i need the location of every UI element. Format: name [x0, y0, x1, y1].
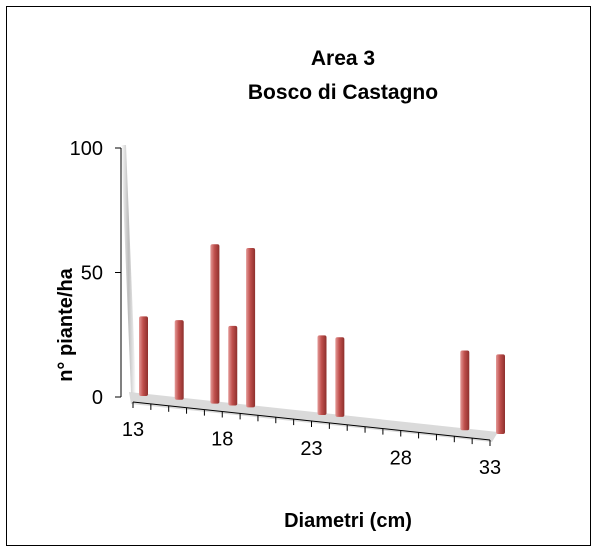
- bar-series: [139, 244, 505, 434]
- bar: [246, 248, 256, 408]
- bar: [210, 244, 220, 404]
- bar: [139, 316, 148, 396]
- x-tick-label: 18: [211, 429, 233, 451]
- y-axis: 0 50 100: [70, 138, 122, 409]
- chart-floor: [129, 392, 498, 442]
- floor-plane: [129, 392, 498, 442]
- y-tick-label: 100: [70, 138, 103, 160]
- bar: [317, 335, 327, 415]
- bar: [496, 354, 505, 434]
- x-tick-label: 23: [300, 438, 322, 460]
- bar: [228, 325, 238, 406]
- x-axis-title: Diametri (cm): [284, 510, 412, 532]
- x-tick-label: 33: [479, 457, 501, 479]
- chart-title-line-1: Area 3: [311, 47, 375, 70]
- bar: [460, 350, 470, 431]
- x-tick-label: 13: [122, 419, 144, 441]
- x-axis: 13 18 23 28 33: [122, 401, 501, 479]
- bar: [335, 337, 345, 417]
- chart-title-line-2: Bosco di Castagno: [248, 81, 438, 104]
- y-tick-label: 0: [92, 387, 103, 409]
- y-axis-title: n° piante/ha: [55, 267, 77, 381]
- x-tick-label: 28: [390, 448, 412, 470]
- y-axis-wall: [121, 145, 136, 393]
- chart-frame: [6, 6, 591, 546]
- y-tick-label: 50: [81, 263, 103, 285]
- bar: [174, 320, 184, 400]
